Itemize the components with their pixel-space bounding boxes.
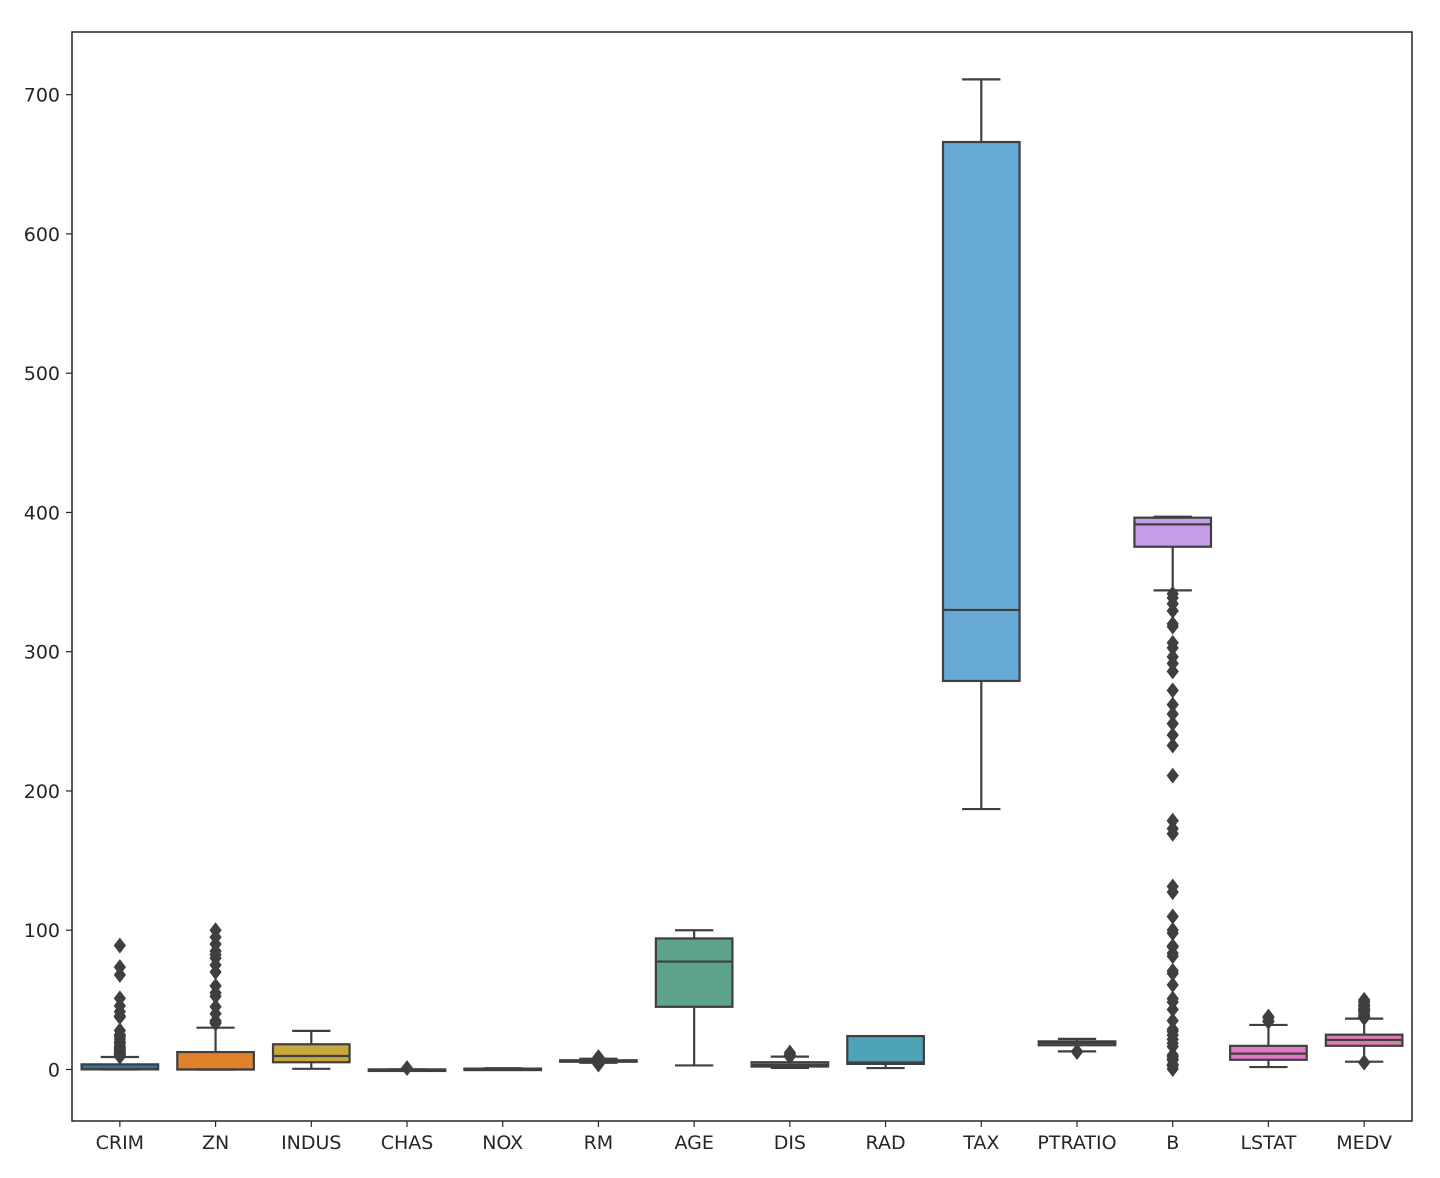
x-tick-label: CRIM — [96, 1132, 144, 1154]
y-tick-label: 100 — [24, 920, 60, 942]
outlier-point — [1166, 990, 1179, 1007]
y-axis: 0 100 200 300 400 500 600 700 — [24, 85, 72, 1081]
box-body — [271, 1043, 351, 1064]
outlier-point — [1262, 1008, 1275, 1025]
outlier-point — [1166, 921, 1179, 938]
outlier-point — [113, 937, 126, 954]
outlier-point — [1166, 615, 1179, 632]
outlier-point — [1166, 682, 1179, 699]
outlier-point — [1166, 938, 1179, 955]
outlier-point — [209, 977, 222, 994]
outlier-point — [1166, 767, 1179, 784]
box-crim — [80, 937, 160, 1071]
box-ptratio — [1037, 1037, 1117, 1060]
outlier-point — [113, 1022, 126, 1039]
x-tick-label: CHAS — [381, 1132, 434, 1154]
box-age — [654, 929, 734, 1067]
box-chas — [367, 1060, 447, 1077]
outlier-point — [1358, 1054, 1371, 1071]
outlier-point — [592, 1049, 605, 1066]
box-indus — [271, 1029, 351, 1070]
x-tick-label: PTRATIO — [1037, 1132, 1116, 1154]
outlier-point — [209, 998, 222, 1015]
outlier-point — [1166, 1046, 1179, 1063]
y-tick-label: 0 — [48, 1059, 60, 1081]
outlier-point — [1166, 1012, 1179, 1029]
outlier-point — [1166, 648, 1179, 665]
box-rad — [846, 1034, 925, 1070]
outlier-point — [1358, 991, 1371, 1008]
box-body — [846, 1034, 925, 1066]
y-tick-label: 400 — [24, 502, 60, 524]
outlier-point — [1166, 1021, 1179, 1038]
outlier-point — [1166, 715, 1179, 732]
box-dis — [750, 1044, 830, 1070]
outlier-point — [1166, 878, 1179, 895]
outlier-point — [1166, 727, 1179, 744]
outlier-point — [1166, 706, 1179, 723]
outlier-point — [1166, 696, 1179, 713]
x-tick-label: B — [1166, 1132, 1179, 1154]
x-tick-label: ZN — [202, 1132, 229, 1154]
box-zn — [176, 922, 255, 1071]
outlier-point — [1166, 976, 1179, 993]
x-tick-label: RAD — [866, 1132, 906, 1154]
outlier-point — [400, 1060, 414, 1077]
x-tick-label: NOX — [482, 1132, 523, 1154]
box-nox — [463, 1067, 543, 1072]
box-rm — [559, 1049, 638, 1073]
plot-area — [80, 78, 1404, 1078]
x-tick-label: MEDV — [1336, 1132, 1392, 1154]
box-body — [941, 140, 1021, 683]
y-tick-label: 500 — [24, 363, 60, 385]
x-tick-label: TAX — [962, 1132, 999, 1154]
outlier-point — [209, 922, 222, 939]
outlier-point — [113, 959, 126, 976]
y-tick-label: 700 — [24, 85, 60, 107]
x-axis: CRIM ZN INDUS CHAS NOX RM AGE DIS RAD TAX PTRATIO B… — [96, 1121, 1392, 1154]
outlier-point — [1166, 962, 1179, 979]
outlier-point — [783, 1044, 796, 1061]
outlier-point — [1166, 634, 1179, 651]
outlier-point — [1070, 1043, 1084, 1060]
outlier-point — [1166, 908, 1179, 925]
x-tick-label: DIS — [774, 1132, 806, 1154]
x-tick-label: INDUS — [281, 1132, 341, 1154]
y-tick-label: 200 — [24, 781, 60, 803]
box-body — [654, 937, 734, 1008]
y-tick-label: 600 — [24, 224, 60, 246]
x-tick-label: LSTAT — [1240, 1132, 1296, 1154]
outlier-point — [1166, 812, 1179, 829]
x-tick-label: AGE — [674, 1132, 713, 1154]
outlier-point — [1166, 737, 1179, 754]
box-b — [1133, 515, 1213, 1078]
axes-frame — [71, 31, 1413, 1122]
outlier-point — [113, 990, 126, 1007]
box-body — [176, 1050, 255, 1071]
box-body — [1133, 516, 1213, 548]
x-tick-label: RM — [584, 1132, 614, 1154]
y-tick-label: 300 — [24, 642, 60, 664]
outlier-point — [1166, 585, 1179, 602]
box-medv — [1324, 991, 1404, 1071]
box-lstat — [1229, 1008, 1308, 1069]
box-tax — [941, 78, 1021, 811]
